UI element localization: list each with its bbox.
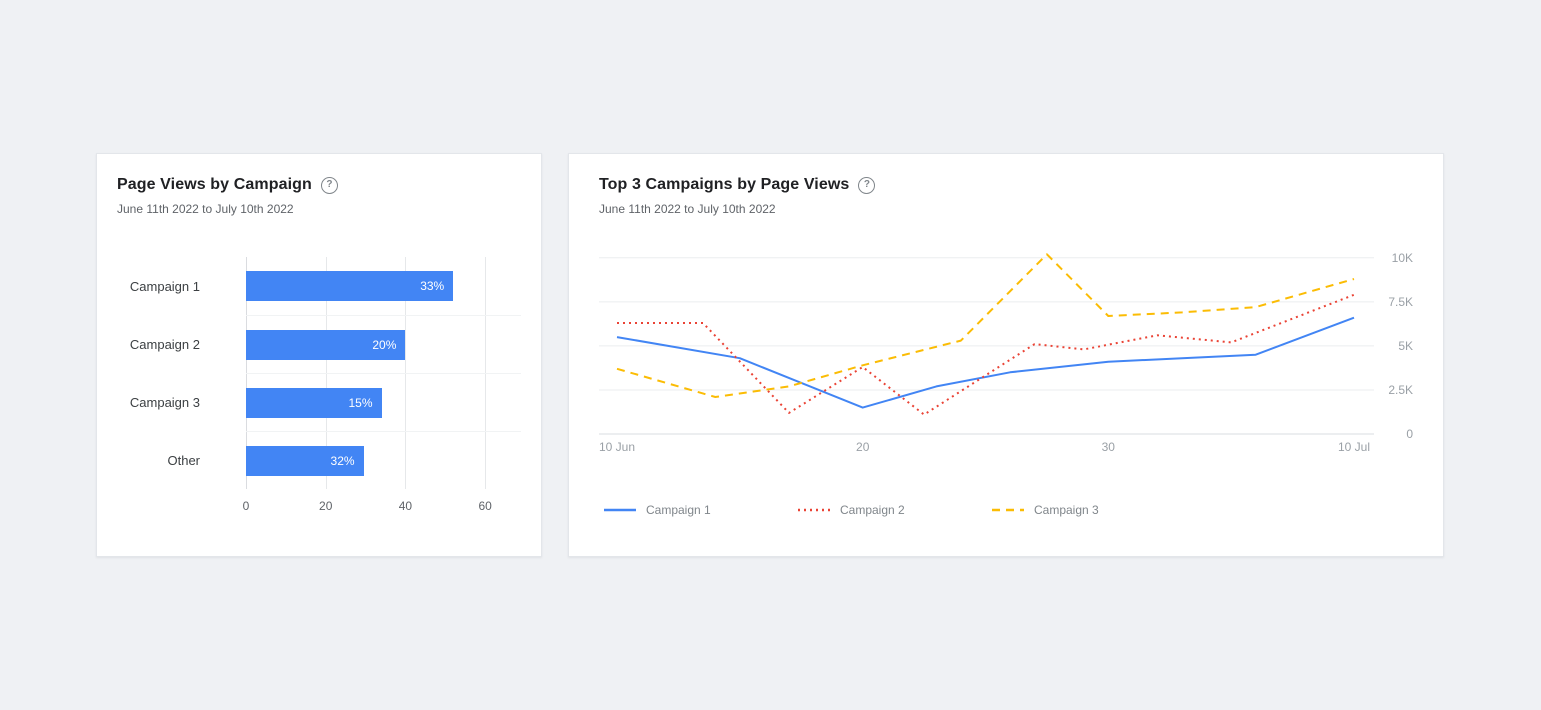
- bar-campaign-3[interactable]: 15%: [246, 387, 382, 418]
- legend-line-icon: [992, 508, 1024, 512]
- bar-labels: Campaign 1 Campaign 2 Campaign 3 Other: [117, 257, 246, 489]
- series-line-campaign-1[interactable]: [616, 316, 1355, 409]
- y-tick-label: 5K: [1398, 339, 1413, 353]
- card-header: Top 3 Campaigns by Page Views ?: [599, 174, 1413, 196]
- bar-category-label: Other: [167, 452, 200, 468]
- legend-line-icon: [604, 508, 636, 512]
- bar-chart: Campaign 1 Campaign 2 Campaign 3 Other 33% 2…: [117, 257, 521, 519]
- bar-campaign-1[interactable]: 33%: [246, 271, 454, 301]
- line-chart-svg: 0 2.5K 5K 7.5K 10K 10 Jun 20 30 10 Jul: [599, 251, 1413, 454]
- bar-plot: 33% 20% 15% 32%: [246, 257, 521, 489]
- legend-label: Campaign 3: [1034, 503, 1099, 517]
- x-tick-label: 10 Jul: [1338, 440, 1370, 454]
- card-page-views-by-campaign: Page Views by Campaign ? June 11th 2022 …: [96, 153, 542, 557]
- bar-value-label: 33%: [420, 279, 445, 293]
- bar-row: 15%: [246, 373, 521, 431]
- card-title: Top 3 Campaigns by Page Views: [599, 176, 850, 193]
- card-top-3-campaigns: Top 3 Campaigns by Page Views ? June 11t…: [568, 153, 1444, 557]
- bar-other[interactable]: 32%: [246, 445, 364, 476]
- y-tick-label: 0: [1406, 427, 1413, 441]
- card-title: Page Views by Campaign: [117, 176, 312, 193]
- help-icon[interactable]: ?: [858, 176, 876, 194]
- legend-item-campaign-1[interactable]: Campaign 1: [603, 503, 797, 517]
- date-range-subtitle: June 11th 2022 to July 10th 2022: [599, 202, 776, 216]
- bar-category-label: Campaign 1: [129, 278, 200, 294]
- y-tick-label: 7.5K: [1388, 295, 1413, 309]
- bar-row: 33%: [246, 257, 521, 315]
- x-tick-label: 60: [478, 499, 492, 513]
- x-tick-label: 30: [1102, 440, 1116, 454]
- date-range-subtitle: June 11th 2022 to July 10th 2022: [117, 202, 294, 216]
- legend-line-icon: [798, 508, 830, 512]
- card-header: Page Views by Campaign ?: [117, 174, 521, 196]
- x-tick-label: 40: [398, 499, 413, 513]
- line-chart: 0 2.5K 5K 7.5K 10K 10 Jun 20 30 10 Jul: [599, 241, 1413, 455]
- series-line-campaign-2[interactable]: [617, 293, 1355, 416]
- x-tick-label: 20: [319, 499, 333, 513]
- bar-value-label: 15%: [348, 395, 373, 410]
- bar-campaign-2[interactable]: 20%: [246, 329, 406, 360]
- chart-legend: Campaign 1 Campaign 2 Campaign 3: [599, 503, 1413, 517]
- bar-value-label: 20%: [372, 337, 397, 352]
- bar-category-label: Campaign 2: [129, 336, 200, 352]
- x-tick-label: 20: [856, 440, 870, 454]
- series-line-campaign-3[interactable]: [616, 253, 1355, 398]
- y-tick-label: 10K: [1392, 251, 1413, 265]
- bar-xaxis: 0 20 40 60: [242, 497, 521, 519]
- bar-row: 32%: [246, 431, 521, 489]
- bar-value-label: 32%: [330, 453, 355, 468]
- legend-item-campaign-3[interactable]: Campaign 3: [991, 503, 1185, 517]
- legend-item-campaign-2[interactable]: Campaign 2: [797, 503, 991, 517]
- x-tick-label: 0: [242, 499, 250, 513]
- help-icon[interactable]: ?: [320, 176, 338, 194]
- legend-label: Campaign 2: [840, 503, 905, 517]
- bar-row: 20%: [246, 315, 521, 373]
- bar-category-label: Campaign 3: [129, 394, 200, 410]
- x-tick-label: 10 Jun: [599, 440, 635, 454]
- legend-label: Campaign 1: [646, 503, 711, 517]
- bar-chart-body: Campaign 1 Campaign 2 Campaign 3 Other 33% 2…: [117, 257, 521, 489]
- y-tick-label: 2.5K: [1388, 383, 1413, 397]
